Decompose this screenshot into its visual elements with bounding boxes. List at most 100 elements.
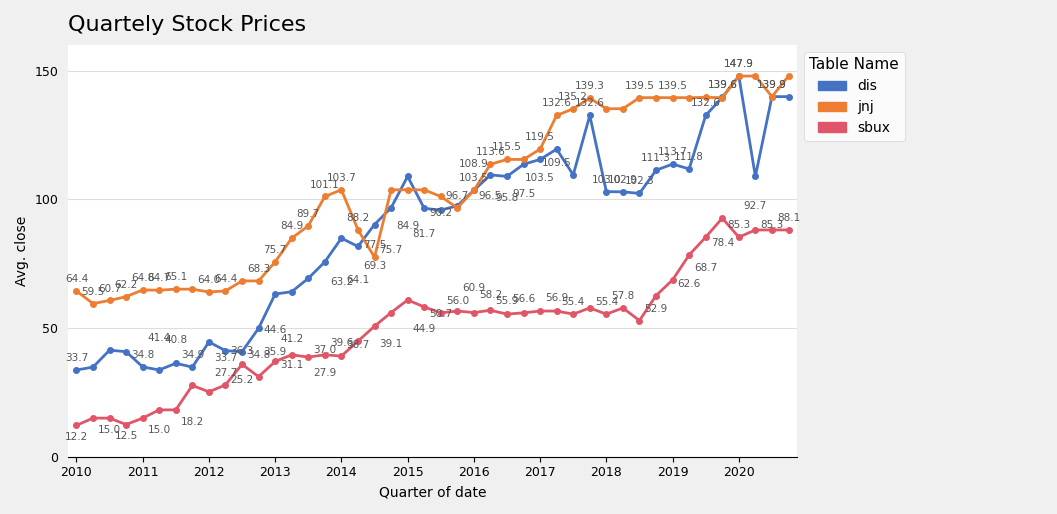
sbux — [219, 382, 231, 388]
sbux — [335, 353, 348, 359]
dis — [203, 339, 216, 345]
Text: 101.1: 101.1 — [310, 179, 339, 190]
Text: 75.7: 75.7 — [263, 245, 286, 255]
Text: 62.2: 62.2 — [114, 280, 137, 290]
dis — [253, 325, 265, 332]
Text: 147.9: 147.9 — [724, 59, 754, 69]
Line: sbux: sbux — [74, 215, 792, 428]
Text: 75.7: 75.7 — [379, 245, 403, 255]
dis — [733, 73, 745, 79]
Text: 12.5: 12.5 — [114, 431, 137, 441]
Text: 113.6: 113.6 — [476, 148, 505, 157]
jnj — [484, 161, 497, 168]
dis — [534, 156, 546, 162]
sbux — [501, 311, 514, 317]
sbux — [534, 308, 546, 314]
sbux — [733, 234, 745, 240]
Text: 12.2: 12.2 — [64, 432, 88, 442]
dis — [716, 94, 728, 100]
jnj — [733, 73, 745, 79]
Text: 64.4: 64.4 — [214, 274, 237, 284]
Line: dis: dis — [74, 74, 792, 373]
sbux — [253, 374, 265, 380]
sbux — [203, 389, 216, 395]
jnj — [119, 293, 132, 300]
Text: 119.5: 119.5 — [525, 132, 555, 142]
dis — [70, 367, 82, 373]
Text: 102.3: 102.3 — [625, 176, 654, 187]
dis — [302, 276, 315, 282]
jnj — [219, 288, 231, 294]
sbux — [666, 277, 679, 283]
sbux — [517, 310, 530, 316]
Y-axis label: Avg. close: Avg. close — [15, 216, 29, 286]
jnj — [268, 259, 281, 265]
Text: 96.7: 96.7 — [446, 191, 469, 201]
Text: 103.0: 103.0 — [592, 175, 622, 185]
sbux — [352, 338, 365, 344]
Text: 97.5: 97.5 — [512, 189, 535, 199]
dis — [467, 187, 480, 193]
Text: 39.6: 39.6 — [330, 338, 353, 348]
dis — [683, 166, 696, 172]
Text: 139.6: 139.6 — [707, 81, 737, 90]
Text: 89.7: 89.7 — [297, 209, 320, 219]
jnj — [782, 73, 795, 79]
dis — [104, 347, 116, 353]
sbux — [749, 227, 762, 233]
Text: 139.9: 139.9 — [757, 80, 786, 89]
dis — [749, 173, 762, 179]
dis — [219, 347, 231, 354]
Text: 69.3: 69.3 — [363, 262, 386, 271]
Text: 139.6: 139.6 — [707, 81, 737, 90]
X-axis label: Quarter of date: Quarter of date — [378, 485, 486, 499]
dis — [87, 364, 99, 370]
Text: 34.8: 34.8 — [131, 350, 154, 360]
sbux — [186, 382, 199, 389]
dis — [501, 173, 514, 179]
Text: 132.6: 132.6 — [691, 99, 721, 108]
jnj — [749, 73, 762, 79]
Text: 58.2: 58.2 — [479, 290, 502, 300]
Text: 68.3: 68.3 — [247, 264, 271, 274]
jnj — [683, 95, 696, 101]
dis — [567, 172, 579, 178]
Text: 55.9: 55.9 — [496, 296, 519, 306]
jnj — [716, 95, 728, 101]
Text: 50.7: 50.7 — [429, 309, 452, 319]
sbux — [616, 305, 629, 311]
jnj — [285, 235, 298, 241]
dis — [186, 364, 199, 370]
Text: 108.9: 108.9 — [459, 159, 488, 170]
Legend: dis, jnj, sbux: dis, jnj, sbux — [803, 52, 905, 141]
Text: 135.2: 135.2 — [558, 92, 588, 102]
Text: 44.9: 44.9 — [412, 324, 435, 334]
jnj — [253, 278, 265, 284]
Text: Quartely Stock Prices: Quartely Stock Prices — [68, 15, 307, 35]
sbux — [633, 318, 646, 324]
jnj — [104, 298, 116, 304]
jnj — [87, 301, 99, 307]
jnj — [583, 95, 596, 101]
sbux — [268, 358, 281, 364]
jnj — [600, 106, 613, 112]
Text: 103.7: 103.7 — [327, 173, 356, 183]
jnj — [368, 254, 381, 260]
jnj — [153, 287, 166, 293]
Text: 39.1: 39.1 — [379, 339, 403, 349]
Text: 92.7: 92.7 — [744, 201, 767, 211]
sbux — [285, 352, 298, 358]
Text: 60.9: 60.9 — [462, 283, 485, 293]
Text: 41.4: 41.4 — [148, 333, 171, 343]
Text: 77.5: 77.5 — [363, 241, 386, 250]
Text: 59.5: 59.5 — [81, 287, 105, 297]
Text: 139.5: 139.5 — [625, 81, 654, 90]
Text: 85.3: 85.3 — [760, 220, 783, 230]
Text: 55.4: 55.4 — [595, 297, 618, 307]
Text: 31.1: 31.1 — [280, 360, 303, 370]
Text: 84.9: 84.9 — [396, 221, 420, 231]
Text: 33.7: 33.7 — [64, 353, 88, 363]
Text: 57.8: 57.8 — [611, 291, 634, 301]
Text: 132.6: 132.6 — [575, 99, 605, 108]
jnj — [385, 187, 397, 193]
